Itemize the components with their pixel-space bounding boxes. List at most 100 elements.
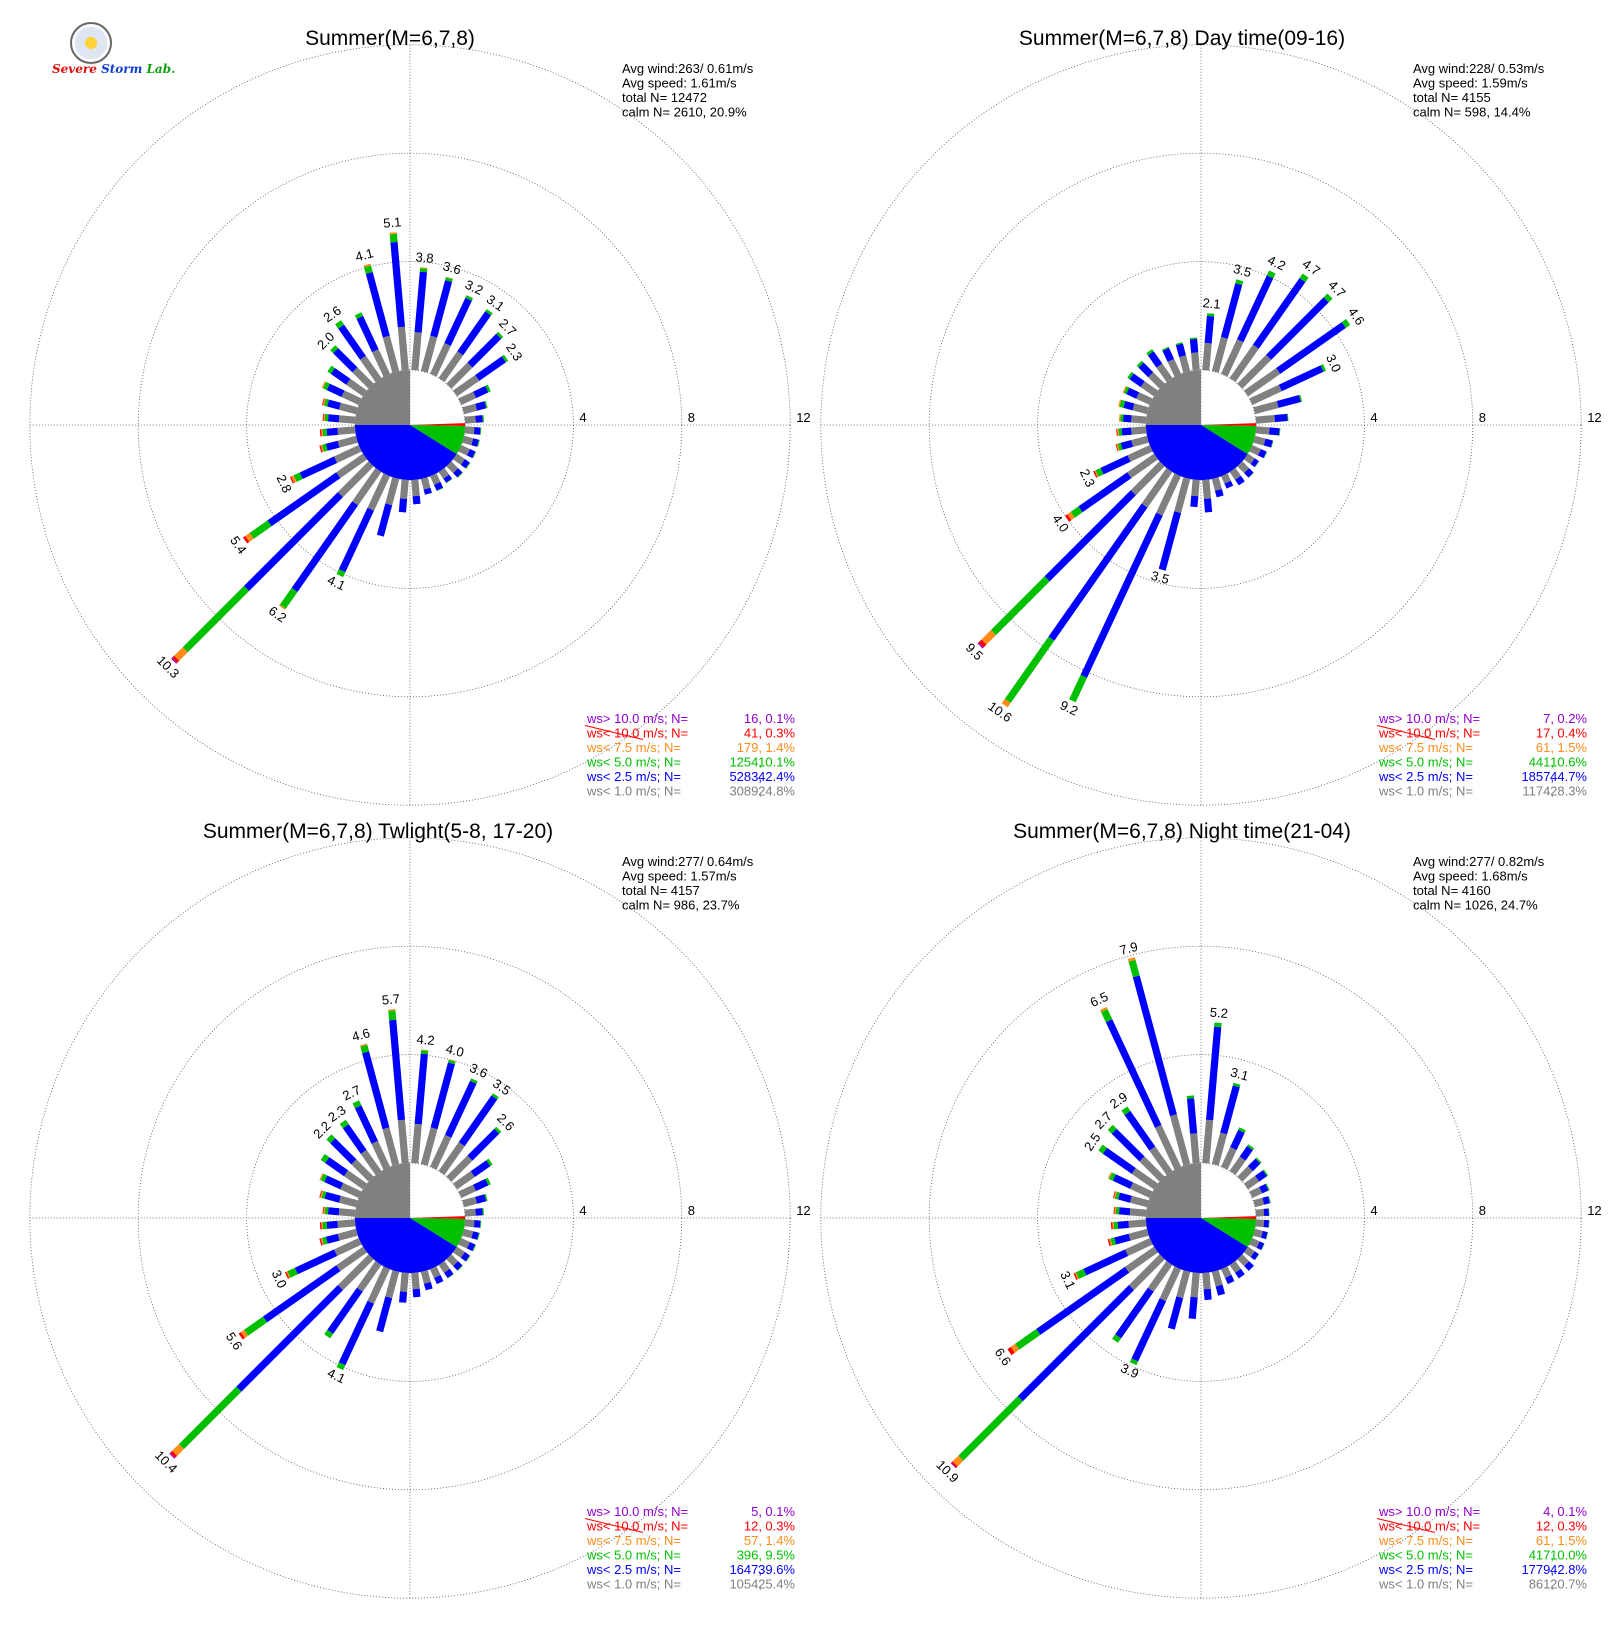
bar-segment-lt5 bbox=[1238, 1127, 1246, 1133]
legend-percent: 28.3% bbox=[1550, 784, 1587, 799]
ring-label: 8 bbox=[688, 410, 695, 425]
bar-segment-lt25 bbox=[1276, 322, 1346, 374]
direction-bar bbox=[1127, 957, 1191, 1166]
direction-bar bbox=[453, 1246, 471, 1262]
bar-segment-lt5 bbox=[1247, 1144, 1255, 1151]
bar-segment-lt1 bbox=[1253, 1197, 1265, 1208]
bar-segment-lt1 bbox=[411, 479, 420, 497]
direction-bar bbox=[462, 435, 480, 447]
bar-segment-lt1 bbox=[1249, 384, 1282, 405]
bar-segment-lt25 bbox=[1129, 373, 1145, 388]
direction-bar bbox=[453, 1158, 493, 1190]
calm-light-sector bbox=[1146, 425, 1248, 481]
legend-percent: 0.3% bbox=[1557, 1519, 1587, 1534]
direction-bar bbox=[1161, 346, 1181, 377]
bar-segment-lt25 bbox=[1102, 1147, 1136, 1174]
university-seal-icon bbox=[70, 22, 112, 64]
direction-bar bbox=[1107, 1124, 1165, 1182]
bar-segment-lt75 bbox=[1107, 1172, 1113, 1180]
bar-segment-lt25 bbox=[466, 449, 476, 458]
bar-segment-lt5 bbox=[1117, 442, 1123, 451]
bar-segment-lt1 bbox=[344, 1170, 367, 1190]
bar-segment-lt1 bbox=[1221, 1147, 1237, 1170]
direction-bar bbox=[363, 263, 400, 373]
bar-segment-lt25 bbox=[326, 427, 338, 436]
direction-bar bbox=[458, 384, 491, 405]
direction-bar bbox=[1221, 1127, 1246, 1170]
bar-segment-gt10 bbox=[950, 1462, 957, 1469]
bar-segment-lt25 bbox=[460, 459, 470, 469]
bar-segment-lt1 bbox=[337, 426, 356, 435]
direction-bar bbox=[1211, 279, 1244, 373]
bar-segment-lt25 bbox=[338, 1300, 374, 1366]
direction-bar bbox=[319, 435, 358, 453]
bar-segment-lt25 bbox=[1247, 1158, 1261, 1172]
bar-segment-lt25 bbox=[1121, 427, 1132, 436]
direction-bar bbox=[411, 1049, 429, 1164]
bar-value-label: 9.2 bbox=[1058, 697, 1081, 718]
bar-segment-lt1 bbox=[1237, 1166, 1253, 1182]
rose-ring bbox=[29, 44, 791, 806]
bar-segment-lt1 bbox=[338, 1208, 356, 1217]
bar-segment-lt25 bbox=[1263, 1219, 1270, 1228]
bar-segment-lt1 bbox=[1229, 1156, 1246, 1175]
bar-segment-lt25 bbox=[376, 503, 393, 537]
bar-segment-lt1 bbox=[430, 342, 451, 377]
bar-segment-lt5 bbox=[1248, 472, 1254, 478]
bar-value-label: 4.2 bbox=[416, 1032, 435, 1049]
bar-segment-lt5 bbox=[477, 1232, 480, 1240]
direction-bar bbox=[376, 1270, 400, 1333]
bar-segment-lt5 bbox=[336, 1362, 346, 1371]
direction-bar bbox=[1202, 1022, 1222, 1164]
direction-bar bbox=[327, 365, 367, 397]
direction-bar bbox=[1116, 426, 1147, 436]
stats-line: Avg wind:263/ 0.61m/s bbox=[622, 61, 754, 76]
legend-count: 1779, bbox=[1521, 1562, 1554, 1577]
bar-segment-lt5 bbox=[1262, 1169, 1269, 1177]
direction-bar bbox=[420, 1270, 433, 1291]
direction-bar bbox=[336, 1266, 390, 1371]
bar-segment-lt25 bbox=[475, 356, 506, 381]
legend-strike bbox=[1376, 725, 1436, 740]
stats-line: Avg wind:277/ 0.82m/s bbox=[1413, 854, 1545, 869]
bar-segment-lt25 bbox=[1131, 1298, 1167, 1362]
bar-segment-lt5 bbox=[491, 1093, 499, 1100]
legend-strike bbox=[1376, 1518, 1436, 1533]
bar-value-label: 5.2 bbox=[1209, 1005, 1228, 1022]
bar-segment-lt10 bbox=[1007, 1346, 1015, 1356]
bar-segment-lt25 bbox=[267, 472, 341, 527]
bar-segment-lt5 bbox=[1115, 1207, 1120, 1215]
bar-segment-lt25 bbox=[1187, 1098, 1198, 1134]
bar-segment-lt5 bbox=[1118, 428, 1123, 436]
bar-segment-lt25 bbox=[338, 507, 374, 573]
bar-segment-lt1 bbox=[420, 335, 438, 373]
legend-strike bbox=[584, 725, 644, 740]
bar-segment-lt25 bbox=[475, 401, 487, 411]
ring-label: 12 bbox=[1587, 1203, 1601, 1218]
direction-bar bbox=[1001, 468, 1173, 708]
bar-segment-lt5 bbox=[1206, 313, 1215, 317]
bar-segment-lt5 bbox=[465, 462, 471, 469]
bar-segment-lt5 bbox=[1186, 1095, 1195, 1099]
direction-bar bbox=[324, 1261, 382, 1339]
bar-segment-lt5 bbox=[1299, 273, 1309, 283]
ring-label: 4 bbox=[1370, 410, 1377, 425]
bar-segment-lt25 bbox=[1261, 1230, 1268, 1240]
direction-bar bbox=[1237, 461, 1254, 478]
bar-segment-lt1 bbox=[1131, 1168, 1158, 1190]
bar-segment-lt75 bbox=[279, 604, 286, 610]
direction-bar bbox=[430, 1266, 444, 1285]
bar-segment-lt25 bbox=[1263, 1208, 1270, 1217]
bar-segment-lt75 bbox=[1118, 399, 1122, 407]
bar-segment-lt25 bbox=[473, 427, 481, 435]
bar-segment-lt25 bbox=[1080, 512, 1163, 678]
bar-segment-lt5 bbox=[279, 587, 298, 609]
bar-segment-lt75 bbox=[323, 1206, 326, 1215]
direction-bar bbox=[420, 477, 432, 495]
bar-segment-lt1 bbox=[1139, 1156, 1165, 1182]
bar-segment-lt1 bbox=[1129, 1208, 1147, 1217]
direction-bar bbox=[1211, 477, 1224, 498]
bar-segment-lt25 bbox=[1255, 1170, 1267, 1182]
bar-segment-lt25 bbox=[1162, 347, 1175, 362]
